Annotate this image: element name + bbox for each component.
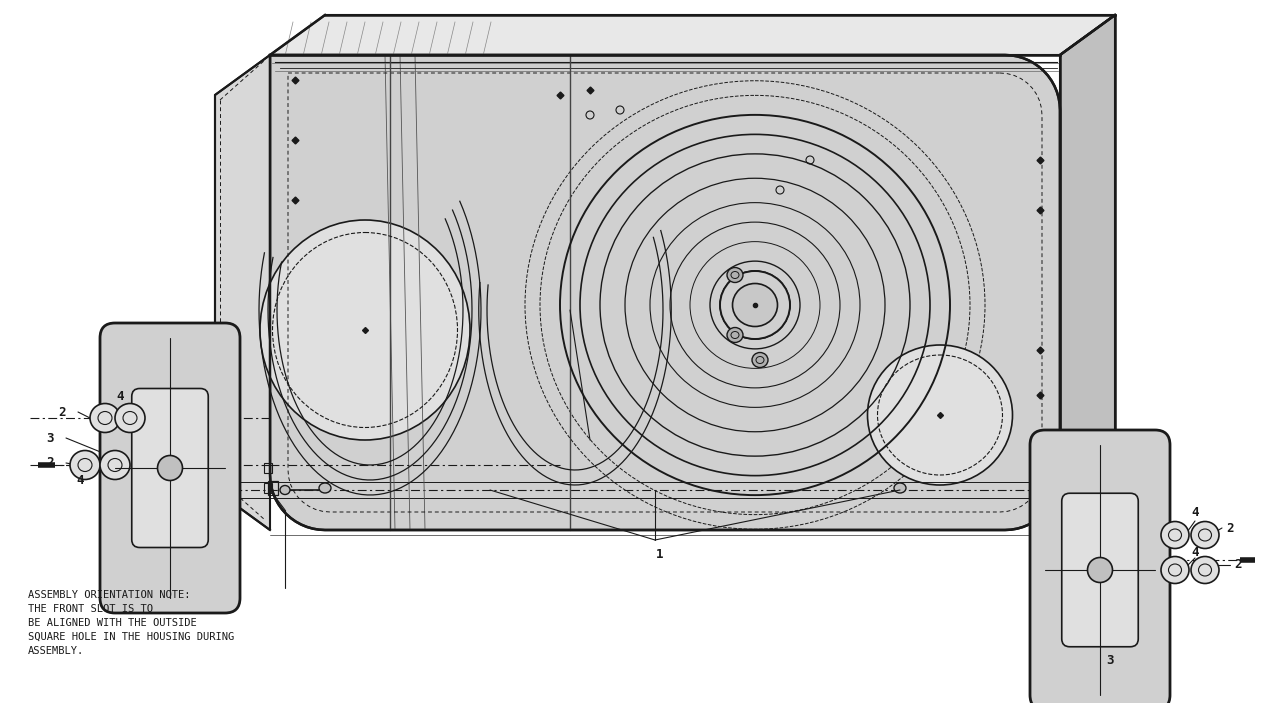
Ellipse shape — [90, 404, 120, 432]
Polygon shape — [1060, 15, 1115, 530]
Text: 4: 4 — [1192, 546, 1199, 558]
Ellipse shape — [719, 271, 790, 339]
Ellipse shape — [319, 483, 332, 493]
Ellipse shape — [115, 404, 145, 432]
Text: BE ALIGNED WITH THE OUTSIDE: BE ALIGNED WITH THE OUTSIDE — [28, 618, 197, 628]
Ellipse shape — [100, 451, 131, 479]
FancyBboxPatch shape — [132, 389, 209, 548]
Text: ASSEMBLY ORIENTATION NOTE:: ASSEMBLY ORIENTATION NOTE: — [28, 590, 191, 600]
Text: 2: 2 — [46, 456, 54, 470]
Ellipse shape — [753, 352, 768, 368]
FancyBboxPatch shape — [100, 323, 241, 613]
Text: 3: 3 — [46, 432, 54, 444]
Polygon shape — [215, 55, 270, 530]
Ellipse shape — [893, 483, 906, 493]
Text: 2: 2 — [1234, 558, 1242, 572]
Text: SQUARE HOLE IN THE HOUSING DURING: SQUARE HOLE IN THE HOUSING DURING — [28, 632, 234, 642]
Text: 4: 4 — [1192, 506, 1199, 520]
Text: 4: 4 — [77, 474, 83, 486]
FancyBboxPatch shape — [1030, 430, 1170, 703]
Ellipse shape — [260, 220, 470, 440]
Ellipse shape — [732, 283, 777, 326]
Ellipse shape — [1161, 557, 1189, 583]
Polygon shape — [270, 15, 1115, 55]
Polygon shape — [270, 55, 1060, 530]
Text: 1: 1 — [657, 548, 664, 562]
Text: PartSTree: PartSTree — [430, 318, 900, 401]
FancyBboxPatch shape — [1061, 494, 1138, 647]
Ellipse shape — [1190, 522, 1219, 548]
Text: 2: 2 — [59, 406, 65, 418]
Ellipse shape — [280, 486, 291, 494]
Text: 3: 3 — [1106, 654, 1114, 666]
Ellipse shape — [157, 456, 183, 480]
Ellipse shape — [1190, 557, 1219, 583]
Ellipse shape — [1088, 557, 1112, 583]
Ellipse shape — [727, 268, 742, 283]
Ellipse shape — [868, 345, 1012, 485]
Text: 2: 2 — [1226, 522, 1234, 534]
Ellipse shape — [1161, 522, 1189, 548]
Text: TM: TM — [840, 330, 860, 344]
Text: ASSEMBLY.: ASSEMBLY. — [28, 646, 84, 656]
Ellipse shape — [727, 328, 742, 342]
Text: 4: 4 — [116, 390, 124, 404]
Ellipse shape — [70, 451, 100, 479]
Text: THE FRONT SLOT IS TO: THE FRONT SLOT IS TO — [28, 604, 154, 614]
